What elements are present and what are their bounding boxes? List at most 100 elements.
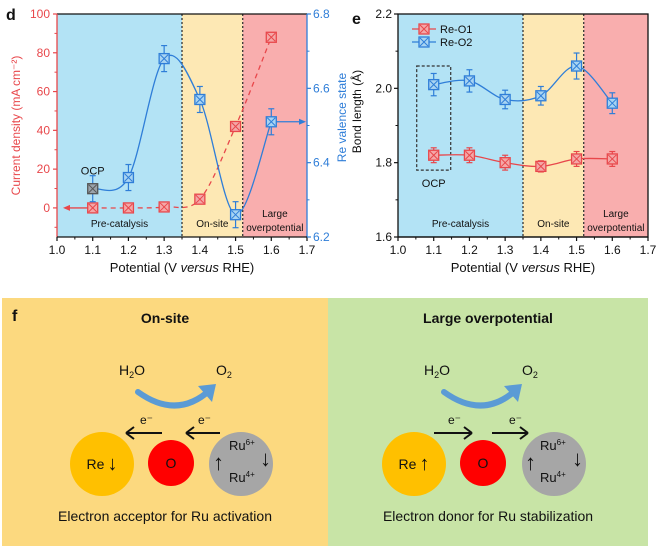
panel-letter-f: f [12,308,18,325]
h2o-h: H [424,362,435,378]
region-label: Pre-catalysis [432,219,489,230]
ocp-annotation: OCP [81,166,105,178]
x-tick-label: 1.2 [461,243,478,257]
ru4-text: Ru [540,470,557,485]
current-axis-arrow-head-icon [63,204,70,211]
ru4-text: Ru [229,470,246,485]
electron-label-1: e⁻ [140,413,154,427]
current-density-point-cross [88,203,98,213]
point-re-o1-cross [536,162,546,171]
h2o-o: O [134,362,146,378]
o2-sub: 2 [532,370,538,380]
re-axis-arrow-head-icon [299,118,306,125]
x-axis-label: Potential (V versus RHE) [451,260,596,275]
ru4-label: Ru4+ [229,470,255,485]
re-up-arrow-icon: ↑ [419,452,430,475]
panel-f-large-overpotential: Large overpotential H2O O2 e⁻ e⁻ Re ↑ O R… [328,298,648,546]
x-tick-label: 1.7 [640,243,657,257]
electron-label-2: e⁻ [198,413,212,427]
o2-o: O [216,362,227,378]
ocp-annotation: OCP [422,178,446,190]
current-density-point-cross [159,202,169,212]
h2o-h: H [119,362,130,378]
x-tick-label: 1.4 [533,243,550,257]
o-label: O [477,455,489,471]
region-label-line2: overpotential [246,223,303,234]
x-tick-label: 1.3 [156,243,173,257]
o-label: O [165,455,177,471]
ru4-sup: 4+ [245,470,255,479]
x-label-part: Potential (V [451,260,522,275]
ru6-label: Ru6+ [229,438,255,453]
x-label-part: RHE) [560,260,595,275]
charts-svg: 1.0 1.1 1.2 1.3 1.4 1.5 1.6 1.7 0 20 40 60 80 100 6.2 6… [6,7,657,275]
large-overpotential-caption: Electron donor for Ru stabilization [382,508,594,524]
point-re-o2-cross [607,98,617,108]
curved-arrow-icon [135,384,216,409]
region-0 [398,14,523,237]
point-re-o2-cross [572,61,581,71]
h2o-sub: 2 [434,370,440,380]
o2-label: O2 [216,362,232,380]
current-density-point-cross [124,203,133,213]
h2o-o: O [439,362,451,378]
re-label: Re [86,456,105,472]
re-valence-point-cross [195,95,205,104]
x-label-italic: versus [181,260,220,275]
point-re-o1-cross [500,158,510,168]
o2-sub: 2 [226,370,232,380]
x-tick-label: 1.6 [263,243,280,257]
ru-down-arrow-icon: ↓ [572,446,583,471]
re-valence-point-cross [124,173,133,182]
region-label-line2: overpotential [587,223,644,234]
point-re-o2-cross [500,95,510,104]
current-density-point-cross [195,194,205,204]
right-arrows-icon [434,426,529,440]
re-valence-point-cross [266,117,276,127]
ru4-sup: 4+ [556,470,566,479]
y-tick-label: 1.6 [375,230,392,244]
panel-letter-d: d [6,7,16,24]
legend-label-re-o1: Re-O1 [440,24,472,36]
ru6-text: Ru [229,438,246,453]
y-left-axis-label: Current density (mA cm⁻²) [9,56,23,196]
panel-f: f On-site H2O O2 e⁻ e⁻ Re ↓ O Ru6+ Ru4+ ↑… [0,298,660,550]
chart-d: 1.0 1.1 1.2 1.3 1.4 1.5 1.6 1.7 0 20 40 60 80 100 6.2 6… [6,7,349,275]
panel-f-on-site: f On-site H2O O2 e⁻ e⁻ Re ↓ O Ru6+ Ru4+ ↑… [2,298,328,546]
point-re-o1-cross [572,154,581,164]
region-label-line1: Large [262,209,288,220]
ru-down-arrow-icon: ↓ [260,446,271,471]
y-tick-label: 2.2 [375,7,392,21]
x-tick-label: 1.1 [84,243,101,257]
re-label: Re [398,456,417,472]
on-site-caption: Electron acceptor for Ru activation [58,508,272,524]
re-valence-point-cross [88,184,98,194]
y-tick-label: 2.0 [375,81,392,95]
h2o-label: H2O [119,362,145,380]
x-tick-label: 1.0 [49,243,66,257]
left-arrows-icon [125,426,220,440]
region-1 [523,14,584,237]
y-axis-label: Bond length (Å) [349,70,364,153]
curved-arrow-icon [441,384,522,409]
electron-label-1: e⁻ [448,413,462,427]
chart-e: 1.0 1.1 1.2 1.3 1.4 1.5 1.6 1.7 1.6 1.8 2.0 2.2 Bond… [349,7,657,275]
ocp-box [416,65,452,171]
ru-up-arrow-icon: ↑ [213,450,224,475]
x-label-italic: versus [522,260,561,275]
point-re-o2-cross [536,91,546,101]
y-left-tick-label: 0 [43,201,50,215]
region-2 [583,14,648,237]
ru-atom [522,432,586,496]
re-atom: Re ↑ [382,432,446,496]
point-re-o1-cross [465,150,474,160]
y-tick-label: 1.8 [375,156,392,170]
y-right-axis-label: Re valence state [335,72,349,162]
x-label-part: Potential (V [110,260,181,275]
region-label-line1: Large [603,209,629,220]
x-tick-label: 1.1 [425,243,442,257]
y-left-tick-label: 40 [37,123,51,137]
x-tick-label: 1.7 [299,243,316,257]
region-0 [57,14,182,237]
point-re-o1-cross [607,154,617,164]
